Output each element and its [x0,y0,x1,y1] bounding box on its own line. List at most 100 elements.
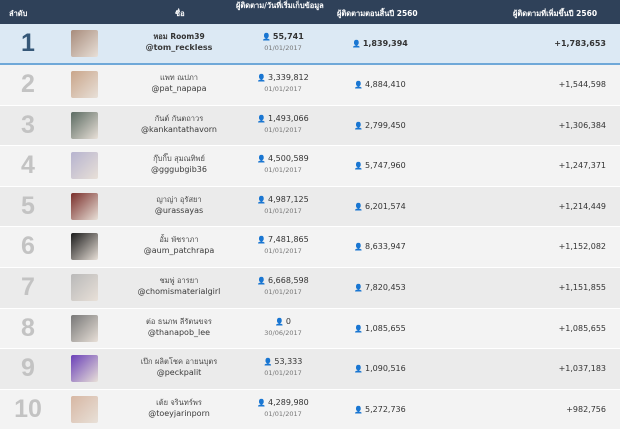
start-followers: 6,668,598 [268,275,309,285]
follower-growth: +1,247,371 [558,161,606,171]
person-icon: 👤 [354,202,363,211]
instagram-handle[interactable]: @pat_napapa [151,84,207,93]
start-followers: 55,741 [272,32,304,41]
table-row[interactable]: 9 เป๊ก ผลิตโชค อายนบุตร @peckpalit 👤 53,33… [0,349,620,390]
person-icon: 👤 [354,162,363,171]
table-row[interactable]: 2 แพท ณปภา @pat_napapa 👤 3,339,812 01/01/20… [0,65,620,106]
person-name: กุ๊บกิ๊บ สุมณทิพย์ [153,154,205,164]
instagram-handle[interactable]: @chomismaterialgirl [137,286,221,296]
follower-growth: +1,544,598 [558,80,606,89]
start-date: 01/01/2017 [264,44,302,52]
table-row[interactable]: 1 หอม Room39 @tom_reckless 👤 55,741 01/01/2… [0,24,620,65]
instagram-handle[interactable]: @gggubgib36 [151,165,207,175]
header-end-followers: ผู้ติดตามตอนสิ้นปี 2560 [337,9,418,18]
person-icon: 👤 [354,81,363,89]
avatar [71,233,98,261]
start-date: 01/01/2017 [264,85,302,93]
instagram-handle[interactable]: @toeyjarinporn [148,408,210,418]
start-date: 01/01/2017 [264,206,302,215]
rank-number: 8 [21,313,35,342]
follower-growth: +1,306,384 [558,120,606,130]
person-icon: 👤 [354,324,363,333]
ranking-table: 1 หอม Room39 @tom_reckless 👤 55,741 01/01/2… [0,24,620,430]
start-date: 01/01/2017 [264,247,302,256]
avatar [71,111,98,139]
instagram-handle[interactable]: @tom_reckless [145,43,213,52]
start-followers: 3,339,812 [268,73,309,82]
start-followers: 4,987,125 [268,194,309,204]
person-icon: 👤 [257,276,266,285]
start-followers: 7,481,865 [268,235,309,245]
person-icon: 👤 [354,405,363,414]
header-name: ชื่อ [175,9,185,18]
table-row[interactable]: 4 กุ๊บกิ๊บ สุมณทิพย์ @gggubgib36 👤 4,500,5… [0,146,620,187]
person-name: เป๊ก ผลิตโชค อายนบุตร [140,357,218,367]
person-icon: 👤 [352,40,361,48]
follower-growth: +1,151,855 [558,282,606,292]
person-icon: 👤 [275,317,284,326]
person-name: อั้ม พัชราภา [159,235,199,245]
table-row[interactable]: 3 กันต์ กันตถาวร @kankantathavorn 👤 1,493,… [0,105,620,147]
follower-growth: +1,783,653 [554,39,606,48]
follower-growth: +1,085,655 [558,323,606,333]
table-header: ลำดับ ชื่อ ผู้ติดตาม/วันที่เริ่มเก็บข้อม… [0,0,620,24]
person-name: เต้ย จรินทร์พร [156,397,202,407]
start-followers: 0 [285,316,291,326]
table-row[interactable]: 10 เต้ย จรินทร์พร @toeyjarinporn 👤 4,289,9… [0,389,620,430]
person-name: ญาญ่า อุรัสยา [156,194,202,204]
end-followers: 1,839,394 [362,39,408,48]
instagram-handle[interactable]: @aum_patchrapa [143,246,215,256]
rank-number: 10 [14,394,42,423]
person-name: ต่อ ธนภพ ลีรัตนขจร [146,316,212,326]
start-followers: 4,500,589 [268,154,309,164]
end-followers: 7,820,453 [365,282,406,292]
start-followers: 4,289,980 [268,397,309,407]
end-followers: 1,090,516 [365,364,406,374]
rank-number: 9 [21,354,35,383]
table-row[interactable]: 7 ชมพู่ อารยา @chomismaterialgirl 👤 6,668,… [0,267,620,309]
instagram-handle[interactable]: @thanapob_lee [147,327,211,337]
avatar [71,314,98,342]
table-row[interactable]: 5 ญาญ่า อุรัสยา @urassayas 👤 4,987,125 01/0… [0,186,620,228]
person-icon: 👤 [354,121,363,130]
person-icon: 👤 [257,398,266,407]
end-followers: 2,799,450 [365,120,406,130]
end-followers: 8,633,947 [365,242,406,252]
rank-number: 5 [21,191,35,220]
start-followers: 53,333 [274,357,303,367]
person-icon: 👤 [354,243,363,252]
end-followers: 6,201,574 [365,201,406,211]
end-followers: 5,747,960 [365,161,406,171]
instagram-handle[interactable]: @urassayas [154,205,204,215]
person-icon: 👤 [262,33,271,41]
avatar [71,395,98,423]
person-icon: 👤 [263,358,273,367]
follower-growth: +1,037,183 [558,364,606,374]
header-start-followers: ผู้ติดตาม/วันที่เริ่มเก็บข้อมูล [236,1,324,10]
avatar [71,192,98,220]
avatar [71,71,98,98]
follower-growth: +1,152,082 [558,242,606,252]
start-date: 01/01/2017 [264,287,302,296]
table-row[interactable]: 6 อั้ม พัชราภา @aum_patchrapa 👤 7,481,865 0… [0,227,620,268]
rank-number: 7 [21,272,35,301]
rank-number: 1 [21,29,35,57]
avatar [71,30,98,57]
person-name: หอม Room39 [153,32,205,41]
person-icon: 👤 [354,283,363,292]
instagram-handle[interactable]: @peckpalit [156,368,202,378]
end-followers: 1,085,655 [365,323,406,333]
start-date: 01/01/2017 [264,369,302,378]
person-name: กันต์ กันตถาวร [154,113,204,123]
start-followers: 1,493,066 [268,113,309,123]
person-icon: 👤 [354,365,363,374]
start-date: 01/01/2017 [264,166,302,175]
table-row[interactable]: 8 ต่อ ธนภพ ลีรัตนขจร @thanapob_lee 👤 0 30/0… [0,308,620,350]
person-icon: 👤 [257,114,266,123]
avatar [71,355,98,383]
instagram-handle[interactable]: @kankantathavorn [141,124,217,134]
follower-growth: +982,756 [566,404,606,414]
end-followers: 5,272,736 [365,404,406,414]
person-icon: 👤 [257,236,266,245]
avatar [71,152,98,180]
